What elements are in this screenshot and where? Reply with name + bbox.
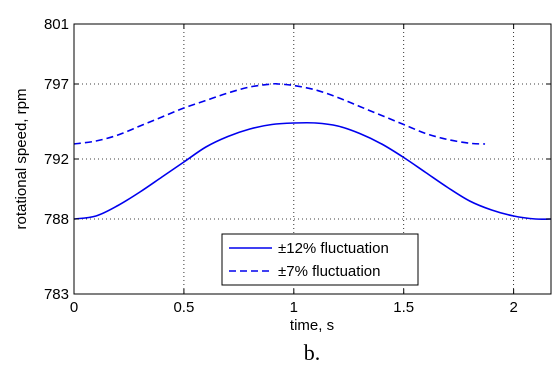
tick-labels: 0 0.5 1 1.5 2 783 788 792 797 801 [44, 16, 518, 316]
x-tick-label: 0 [70, 299, 78, 316]
x-tick-label: 1 [290, 299, 298, 316]
x-axis-label: time, s [290, 317, 334, 334]
legend-label-solid: ±12% fluctuation [278, 240, 389, 257]
figure-caption: b. [304, 340, 321, 365]
y-tick-label: 792 [44, 151, 69, 168]
ticks [73, 23, 551, 295]
series-line-dashed [73, 82, 486, 145]
series-line-solid [73, 121, 552, 221]
x-tick-label: 1.5 [393, 299, 414, 316]
y-tick-label: 801 [44, 16, 69, 33]
y-axis-label: rotational speed, rpm [13, 89, 30, 230]
series-layer [73, 82, 552, 221]
y-tick-label: 788 [44, 211, 69, 228]
x-tick-label: 0.5 [173, 299, 194, 316]
y-tick-label: 783 [44, 286, 69, 303]
legend-label-dashed: ±7% fluctuation [278, 263, 380, 280]
legend-box [221, 233, 419, 286]
y-tick-label: 797 [44, 76, 69, 93]
legend: ±12% fluctuation ±7% fluctuation [221, 233, 419, 286]
x-tick-label: 2 [509, 299, 517, 316]
